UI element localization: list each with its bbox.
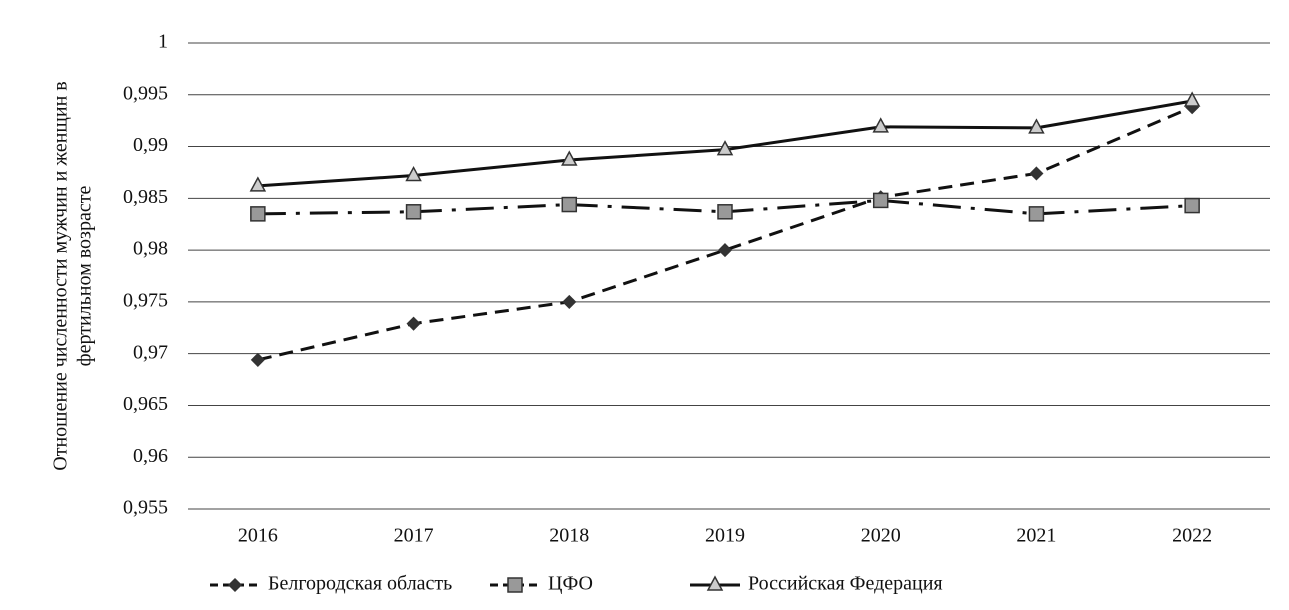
marker: [250, 352, 265, 367]
y-tick-label: 0,96: [133, 445, 168, 467]
marker: [1029, 166, 1044, 181]
x-tick-label: 2016: [238, 525, 278, 547]
y-axis-title-line: Отношение численности мужчин и женщин в: [50, 81, 72, 470]
y-axis-title-line: фертильном возрасте: [74, 186, 96, 367]
marker: [1028, 206, 1045, 222]
marker: [406, 316, 421, 331]
y-tick-label: 0,97: [133, 341, 168, 363]
marker: [250, 206, 266, 222]
y-tick-label: 0,98: [133, 238, 168, 260]
marker: [1183, 91, 1201, 107]
y-axis-title: Отношение численности мужчин и женщин в …: [50, 81, 96, 470]
marker: [1184, 197, 1200, 214]
marker: [561, 196, 578, 213]
y-tick-label: 1: [158, 31, 168, 53]
x-tick-label: 2021: [1016, 525, 1056, 547]
marker: [872, 117, 889, 133]
marker: [717, 204, 733, 220]
x-tick-label: 2020: [861, 525, 901, 547]
y-tick-label: 0,985: [123, 186, 168, 208]
marker: [716, 140, 734, 156]
legend-label: ЦФО: [548, 573, 593, 595]
x-tick-label: 2018: [549, 525, 589, 547]
y-tick-label: 0,955: [123, 497, 168, 519]
legend-marker: [706, 575, 724, 591]
y-tick-label: 0,995: [123, 82, 168, 104]
marker: [1028, 118, 1045, 134]
marker: [717, 243, 733, 258]
marker: [405, 204, 422, 220]
marker: [561, 150, 578, 166]
marker: [405, 165, 422, 182]
marker: [872, 192, 889, 209]
x-tick-label: 2022: [1172, 525, 1212, 547]
legend-marker: [227, 577, 243, 593]
y-tick-label: 0,99: [133, 134, 168, 156]
x-tick-label: 2019: [705, 525, 745, 547]
y-tick-label: 0,975: [123, 289, 168, 311]
marker: [249, 176, 267, 192]
legend-label: Белгородская область: [268, 573, 452, 595]
legend-marker: [507, 577, 523, 593]
y-tick-label: 0,965: [123, 393, 168, 415]
marker: [562, 294, 577, 309]
x-tick-label: 2017: [394, 525, 434, 547]
legend-label: Российская Федерация: [748, 573, 943, 595]
